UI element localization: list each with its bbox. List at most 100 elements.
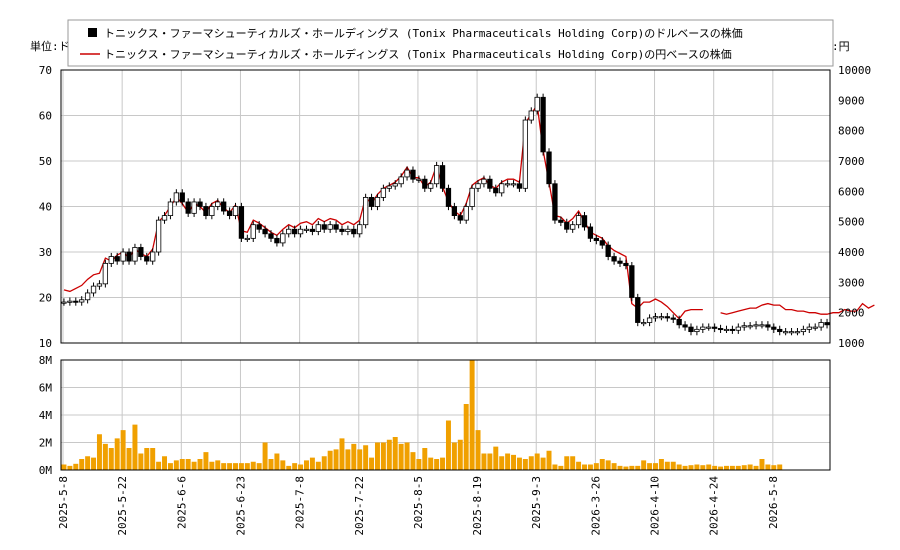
volume-bar bbox=[706, 464, 712, 470]
yen-price-line-segment bbox=[720, 302, 875, 315]
right-tick-label: 2000 bbox=[838, 307, 865, 320]
volume-bar bbox=[108, 448, 114, 470]
volume-bar bbox=[540, 457, 546, 470]
candle-body bbox=[339, 228, 345, 232]
volume-bar bbox=[173, 460, 179, 470]
volume-bar bbox=[138, 453, 144, 470]
volume-bar bbox=[777, 464, 783, 470]
candle-body bbox=[161, 215, 168, 221]
left-tick-label: 40 bbox=[39, 201, 52, 214]
candle-body bbox=[664, 316, 670, 319]
candle-body bbox=[564, 222, 570, 230]
candle-body bbox=[292, 228, 298, 235]
candle-body bbox=[504, 183, 511, 186]
left-tick-label: 20 bbox=[39, 292, 52, 305]
volume-bar bbox=[605, 460, 611, 470]
volume-bar bbox=[185, 459, 191, 470]
volume-tick-label: 4M bbox=[39, 409, 53, 422]
volume-bar bbox=[516, 457, 522, 470]
left-tick-label: 70 bbox=[39, 64, 52, 77]
volume-bar bbox=[694, 464, 700, 470]
candle-body bbox=[79, 299, 85, 303]
candle-body bbox=[155, 219, 162, 253]
candle-body bbox=[646, 317, 653, 323]
volume-bar bbox=[688, 465, 694, 470]
candle-body bbox=[428, 183, 434, 189]
candle-body bbox=[493, 187, 499, 194]
candle-body bbox=[540, 96, 546, 153]
candle-body bbox=[238, 206, 245, 239]
candle-body bbox=[717, 328, 724, 331]
right-tick-label: 1000 bbox=[838, 337, 865, 350]
volume-bar bbox=[469, 360, 475, 470]
candle-body bbox=[735, 326, 741, 331]
candle-body bbox=[61, 301, 67, 304]
volume-bar bbox=[91, 457, 97, 470]
candle-body bbox=[215, 201, 221, 207]
candle-body bbox=[380, 187, 387, 198]
volume-bar bbox=[765, 464, 771, 470]
volume-bar bbox=[167, 463, 173, 470]
candle-body bbox=[333, 224, 339, 230]
volume-bar bbox=[238, 463, 244, 470]
volume-bar bbox=[641, 460, 647, 470]
candle-body bbox=[487, 178, 493, 189]
candle-body bbox=[652, 316, 659, 319]
right-axis-ticks: 1000 2000 3000 4000 5000 6000 7000 8000 9000 1000… bbox=[838, 64, 871, 350]
volume-tick-label: 8M bbox=[39, 354, 53, 367]
candle-body bbox=[321, 224, 327, 230]
volume-bar bbox=[534, 453, 540, 470]
volume-bar bbox=[422, 448, 428, 470]
volume-bar bbox=[682, 465, 688, 470]
candle-body bbox=[788, 331, 795, 334]
volume-bar bbox=[162, 456, 168, 470]
candle-body bbox=[682, 324, 688, 328]
volume-bar bbox=[298, 464, 304, 470]
volume-bar bbox=[670, 461, 676, 470]
candle-body bbox=[315, 224, 321, 232]
candle-body bbox=[309, 228, 316, 232]
x-tick-label: 2025-8-5 bbox=[412, 476, 425, 529]
candle-body bbox=[782, 331, 789, 334]
volume-tick-label: 6M bbox=[39, 382, 53, 395]
candle-body bbox=[800, 328, 807, 333]
volume-bar bbox=[647, 463, 653, 470]
volume-bar bbox=[487, 453, 493, 470]
volume-bar bbox=[676, 464, 682, 470]
candle-body bbox=[475, 183, 481, 189]
candle-body bbox=[404, 169, 410, 178]
candle-body bbox=[374, 196, 381, 207]
volume-bar bbox=[511, 454, 517, 470]
candle-body bbox=[812, 326, 818, 329]
volume-bar bbox=[451, 442, 457, 470]
candle-body bbox=[345, 228, 351, 232]
volume-bar bbox=[599, 459, 605, 470]
volume-bar bbox=[333, 449, 339, 470]
candle-body bbox=[534, 96, 540, 112]
volume-bar bbox=[582, 464, 587, 470]
volume-axis-ticks: 0M 2M 4M 6M 8M bbox=[39, 354, 53, 477]
volume-bar bbox=[244, 463, 250, 470]
candle-body bbox=[753, 324, 759, 327]
x-tick-label: 2026-4-10 bbox=[649, 476, 662, 536]
volume-bar bbox=[528, 456, 534, 470]
candle-body bbox=[327, 224, 333, 230]
volume-bar bbox=[611, 463, 617, 470]
candle-body bbox=[824, 322, 830, 326]
candle-body bbox=[818, 322, 824, 328]
candle-body bbox=[90, 285, 97, 294]
x-tick-label: 2025-7-22 bbox=[353, 476, 366, 536]
candle-body bbox=[191, 201, 197, 214]
volume-bar bbox=[629, 465, 635, 470]
candle-body bbox=[232, 206, 239, 216]
candle-body bbox=[481, 178, 487, 185]
volume-bar bbox=[85, 456, 91, 470]
left-tick-label: 30 bbox=[39, 246, 52, 259]
volume-tick-label: 2M bbox=[39, 437, 53, 450]
volume-bar bbox=[522, 459, 528, 470]
volume-bar bbox=[67, 465, 73, 470]
candle-body bbox=[641, 322, 647, 325]
volume-bar bbox=[156, 461, 162, 470]
volume-bar bbox=[558, 465, 564, 470]
candle-body bbox=[445, 187, 452, 207]
